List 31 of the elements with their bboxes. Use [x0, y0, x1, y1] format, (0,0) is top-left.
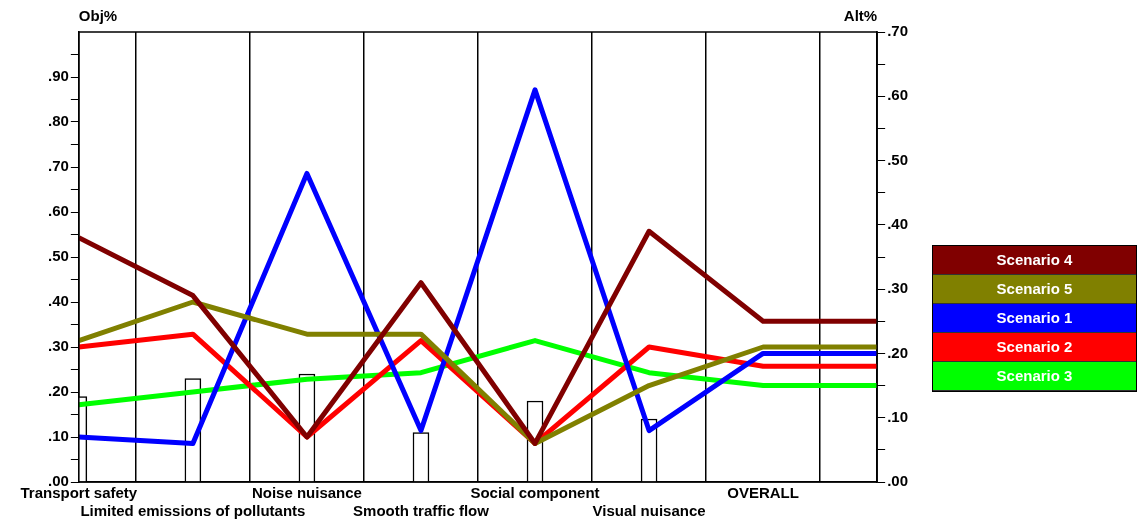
- y-tick-label: .00: [47, 472, 69, 490]
- y2-tick-label: .40: [887, 215, 909, 232]
- y-tick-label: .40: [47, 292, 69, 310]
- y2-tick-label: .50: [887, 150, 909, 168]
- text: Scenario 5: [933, 275, 1136, 304]
- text: Scenario 1: [933, 304, 1136, 333]
- text: Scenario 3: [933, 362, 1136, 391]
- y2-tick-label: .30: [887, 279, 909, 297]
- y-tick-label: .20: [47, 382, 69, 400]
- x-tick-label: Limited emissions of pollutants: [80, 502, 306, 520]
- x-tick-label: Social component: [470, 484, 600, 502]
- x-tick-label: Smooth traffic flow: [353, 502, 490, 520]
- y-tick-label: .30: [47, 337, 69, 355]
- x-tick-label: Visual nuisance: [592, 502, 706, 520]
- y-tick-label: .80: [47, 112, 69, 130]
- y2-tick-label: .60: [887, 86, 909, 104]
- x-tick-label: Noise nuisance: [251, 484, 362, 502]
- y2-tick-label: .70: [887, 22, 909, 40]
- y-tick-label: .60: [47, 202, 69, 220]
- y-tick-label: .10: [47, 427, 69, 445]
- y2-tick-label: .20: [887, 343, 909, 361]
- text: Scenario 4: [933, 246, 1136, 275]
- y2-tick-label: .10: [887, 407, 909, 425]
- y-tick-label: .90: [47, 67, 69, 85]
- y-tick-label: .50: [47, 247, 69, 265]
- y2-tick-label: .00: [887, 472, 909, 490]
- x-tick-label: OVERALL: [727, 484, 799, 502]
- y-axis-title: Obj%: [78, 6, 118, 24]
- text: Scenario 2: [933, 333, 1136, 362]
- y-tick-label: .70: [47, 157, 69, 175]
- y2-axis-title: Alt%: [843, 6, 878, 24]
